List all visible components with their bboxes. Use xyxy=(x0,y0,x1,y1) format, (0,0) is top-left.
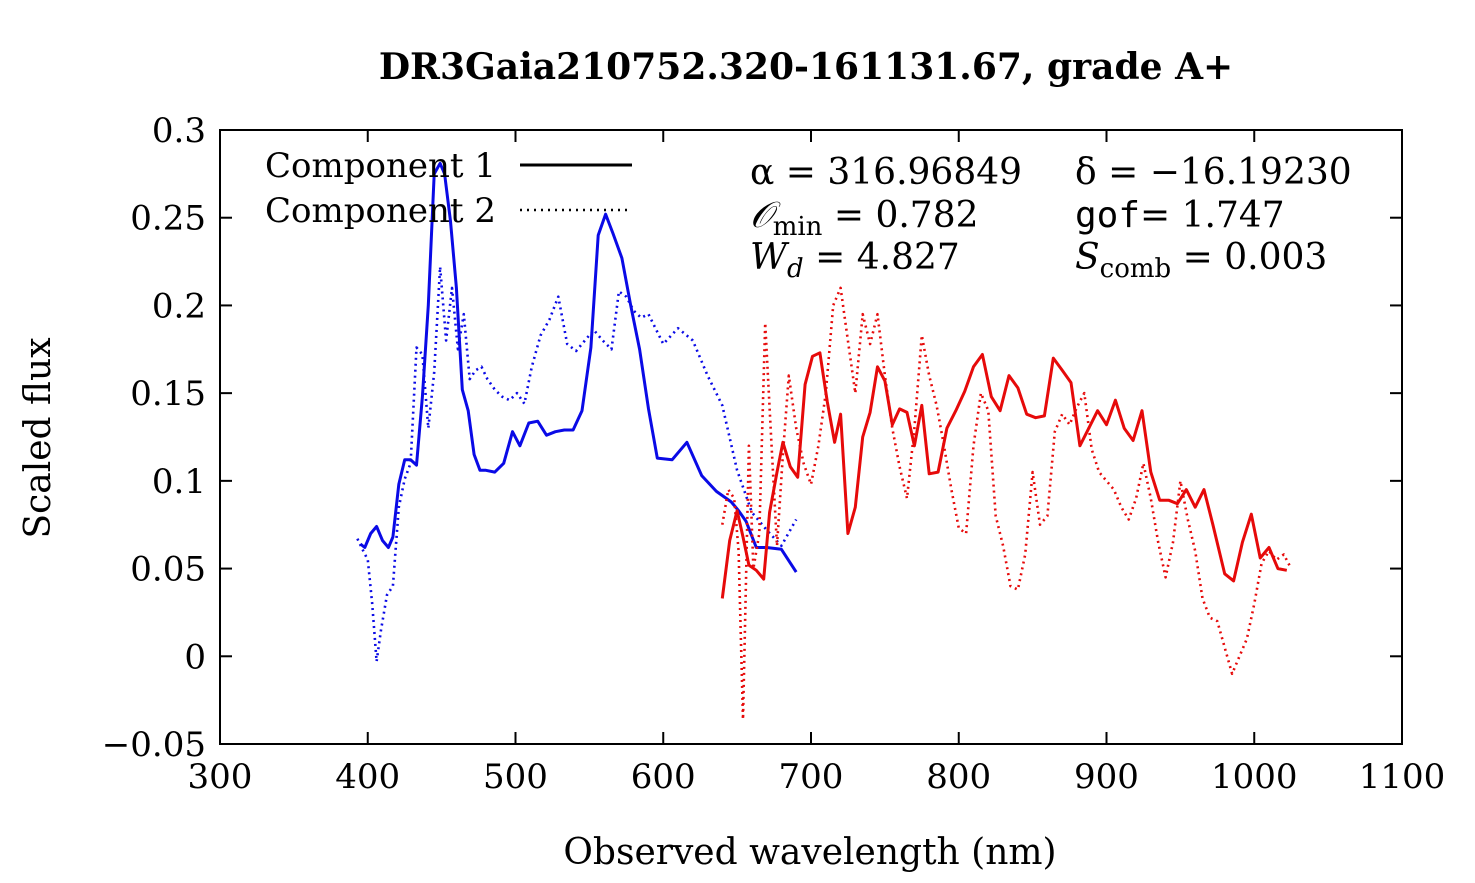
fit-annotations: α = 316.96849 δ = −16.19230 𝒪min = 0.782… xyxy=(750,152,1352,284)
delta-annotation: δ = −16.19230 xyxy=(1075,152,1352,193)
scomb-subscript: comb xyxy=(1100,254,1172,284)
series-line-2-component-2-dotted xyxy=(356,265,798,663)
y-tick-label: 0.15 xyxy=(130,374,206,414)
x-tick-label: 400 xyxy=(335,757,400,797)
series-line-3-component-1-solid xyxy=(720,351,1288,599)
x-tick-label: 1100 xyxy=(1359,757,1446,797)
gof-value: = 1.747 xyxy=(1140,195,1285,236)
x-tick-label: 500 xyxy=(483,757,548,797)
y-tick-label: 0.2 xyxy=(152,286,206,326)
y-axis-label: Scaled flux xyxy=(18,337,59,538)
scomb-value: = 0.003 xyxy=(1171,237,1327,278)
wd-symbol: W xyxy=(750,237,790,278)
chart-title: DR3Gaia210752.320-161131.67, grade A+ xyxy=(379,46,1233,88)
y-tick-label: 0.25 xyxy=(130,199,206,239)
legend-label-component-2: Component 2 xyxy=(265,191,496,231)
x-tick-label: 600 xyxy=(631,757,696,797)
omin-subscript: min xyxy=(773,212,823,242)
series-layer xyxy=(356,161,1293,721)
x-tick-label: 900 xyxy=(1074,757,1139,797)
y-tick-label: 0.3 xyxy=(152,111,206,151)
wd-annotation: Wd = 4.827 xyxy=(750,237,960,284)
y-tick-label: −0.05 xyxy=(102,725,206,765)
gof-label: gof xyxy=(1075,195,1140,236)
x-tick-label: 300 xyxy=(188,757,253,797)
x-axis-label: Observed wavelength (nm) xyxy=(563,832,1056,873)
wd-subscript: d xyxy=(787,254,804,284)
y-tick-label: 0.05 xyxy=(130,550,206,590)
omin-annotation: 𝒪min = 0.782 xyxy=(750,195,979,242)
scomb-annotation: Scomb = 0.003 xyxy=(1075,237,1327,284)
y-tick-label: 0 xyxy=(184,637,206,677)
gof-annotation: gof= 1.747 xyxy=(1075,195,1285,236)
scomb-symbol: S xyxy=(1075,237,1100,278)
x-tick-label: 800 xyxy=(926,757,991,797)
y-tick-label: 0.1 xyxy=(152,462,206,502)
wd-value: = 4.827 xyxy=(804,237,960,278)
x-tick-label: 700 xyxy=(779,757,844,797)
series-line-4-component-2-dotted xyxy=(721,286,1293,721)
legend-label-component-1: Component 1 xyxy=(265,146,496,186)
x-tick-label: 1000 xyxy=(1211,757,1298,797)
axis-ticks: 300 400 500 600 700 800 900 1000 1100 −0.05 0 0.05 0… xyxy=(102,111,1445,797)
legend: Component 1 Component 2 xyxy=(265,146,632,231)
alpha-annotation: α = 316.96849 xyxy=(750,152,1022,193)
omin-value: = 0.782 xyxy=(822,195,978,236)
